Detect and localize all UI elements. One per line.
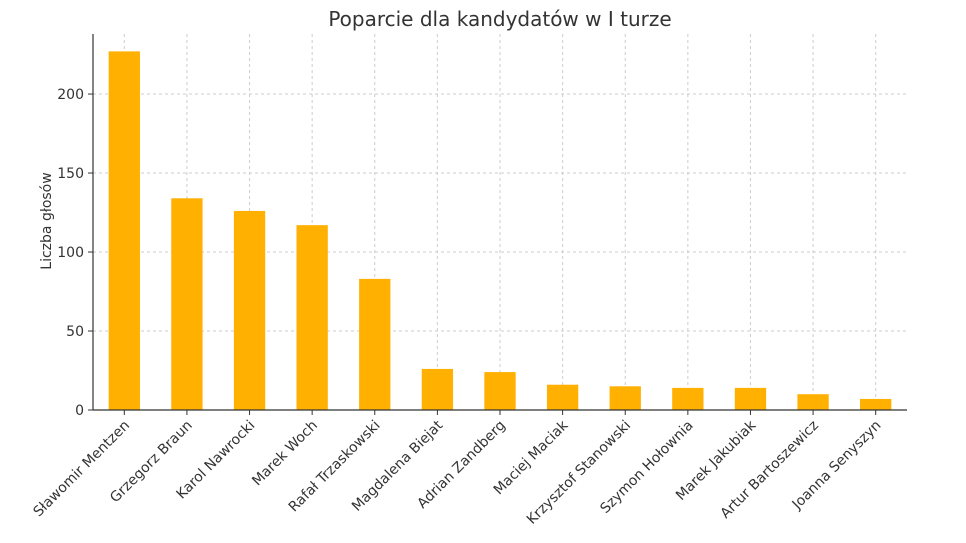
bar (484, 372, 516, 410)
bar (672, 387, 704, 410)
y-axis-label: Liczba głosów (39, 172, 55, 269)
bar (546, 384, 579, 410)
chart-title: Poparcie dla kandydatów w I turze (328, 7, 671, 31)
grid-layer (93, 34, 907, 411)
bar (734, 387, 767, 410)
bar (860, 398, 892, 410)
bar (296, 225, 328, 410)
bar (421, 368, 454, 410)
bar-layer (108, 51, 892, 411)
y-tick-label: 200 (57, 87, 84, 103)
x-tick-label: Krzysztof Stanowski (524, 418, 634, 528)
bar (171, 198, 203, 410)
y-tick-label: 150 (57, 166, 84, 182)
bar (359, 278, 391, 410)
bar (609, 386, 641, 410)
bar (108, 51, 140, 411)
y-tick-label: 0 (75, 403, 84, 419)
y-tick-label: 100 (57, 245, 84, 261)
bar (797, 394, 829, 410)
bar (233, 210, 266, 410)
y-tick-label: 50 (66, 324, 84, 340)
